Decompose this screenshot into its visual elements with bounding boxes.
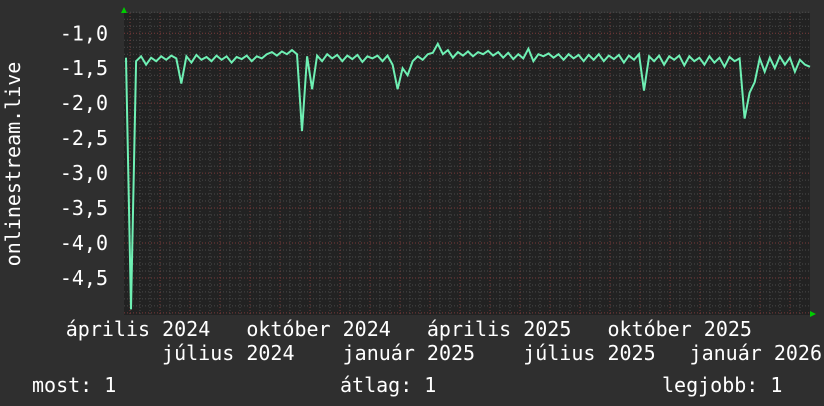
x-tick-label: január 2026 bbox=[690, 341, 822, 365]
y-tick-label: -2,5 bbox=[60, 126, 108, 150]
x-tick-label: július 2024 bbox=[162, 341, 294, 365]
y-tick-label: -1,0 bbox=[60, 21, 108, 45]
y-tick-label: -3,0 bbox=[60, 161, 108, 185]
y-tick-label: -4,5 bbox=[60, 266, 108, 290]
x-tick-label: október 2025 bbox=[607, 317, 752, 341]
y-tick-label: -4,0 bbox=[60, 231, 108, 255]
x-tick-label: április 2025 bbox=[427, 317, 572, 341]
y-axis-label: onlinestream.live bbox=[1, 62, 25, 267]
y-tick-label: -1,5 bbox=[60, 56, 108, 80]
plot-area bbox=[124, 13, 810, 315]
x-tick-label: április 2024 bbox=[66, 317, 211, 341]
y-tick-label: -3,5 bbox=[60, 196, 108, 220]
legend-max: legjobb: 1 bbox=[662, 373, 782, 397]
legend-average: átlag: 1 bbox=[340, 373, 436, 397]
series-line bbox=[125, 41, 811, 310]
x-axis-arrow-icon bbox=[810, 311, 816, 317]
legend-current: most: 1 bbox=[32, 373, 116, 397]
y-axis-ticks: -1,0 -1,5 -2,0 -2,5 -3,0 -3,5 -4,0 -4,5 bbox=[60, 21, 108, 290]
y-axis-arrow-icon bbox=[121, 7, 127, 13]
x-tick-label: október 2024 bbox=[246, 317, 391, 341]
x-tick-label: január 2025 bbox=[343, 341, 475, 365]
y-tick-label: -2,0 bbox=[60, 91, 108, 115]
x-tick-label: július 2025 bbox=[523, 341, 655, 365]
grid bbox=[124, 11, 810, 315]
